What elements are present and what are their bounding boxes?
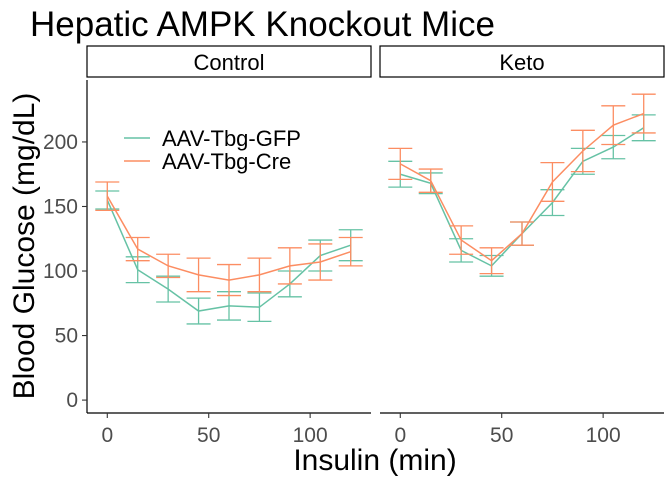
series-aav-tbg-gfp — [95, 190, 363, 325]
x-tick-label: 50 — [490, 424, 513, 447]
x-axis-ticks: 0 50 100 0 50 100 — [101, 413, 621, 447]
strip-label-control: Control — [194, 50, 265, 75]
y-axis-ticks: 0 50 100 150 200 — [43, 131, 87, 412]
series-aav-tbg-gfp — [388, 114, 656, 277]
x-tick-label: 100 — [293, 424, 328, 447]
y-axis-title: Blood Glucose (mg/dL) — [8, 93, 41, 400]
chart-title: Hepatic AMPK Knockout Mice — [30, 5, 495, 44]
series-aav-tbg-cre — [388, 93, 656, 275]
y-tick-label: 0 — [66, 389, 78, 412]
y-tick-label: 150 — [43, 195, 78, 218]
legend-label-gfp: AAV-Tbg-GFP — [162, 126, 301, 151]
x-tick-label: 0 — [394, 424, 406, 447]
x-tick-label: 0 — [101, 424, 113, 447]
y-tick-label: 200 — [43, 131, 78, 154]
strip-keto — [379, 45, 665, 78]
y-tick-label: 100 — [43, 260, 78, 283]
series-line — [106, 199, 351, 312]
series-line — [106, 195, 351, 281]
x-axis-title: Insulin (min) — [293, 444, 456, 477]
series-aav-tbg-cre — [95, 181, 363, 297]
x-tick-label: 50 — [197, 424, 220, 447]
x-tick-label: 100 — [586, 424, 621, 447]
series-line — [399, 112, 644, 262]
strip-control — [86, 45, 372, 78]
y-tick-label: 50 — [55, 325, 78, 348]
panel-control — [95, 181, 363, 325]
legend: AAV-Tbg-GFP AAV-Tbg-Cre — [124, 126, 301, 174]
strip-label-keto: Keto — [499, 50, 544, 75]
panel-keto — [388, 93, 656, 277]
legend-label-cre: AAV-Tbg-Cre — [162, 149, 291, 174]
